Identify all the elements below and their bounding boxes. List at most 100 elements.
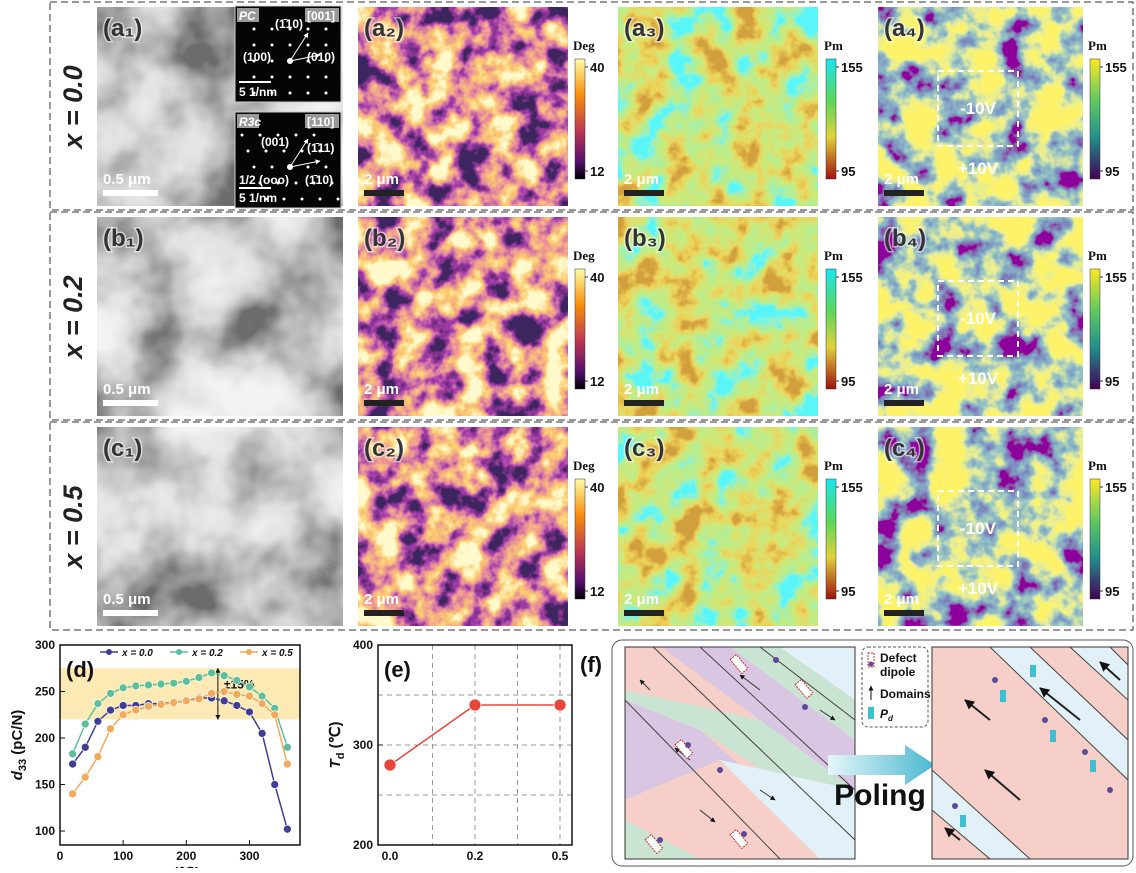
- y-tick-label: 200: [35, 731, 55, 745]
- spot-index: (1̄11): [307, 141, 334, 155]
- scale-bar-label: 0.5 μm: [103, 171, 151, 188]
- scale-bar: [624, 400, 664, 406]
- y-tick-label: 200: [353, 838, 373, 852]
- scale-bar: [103, 610, 158, 616]
- data-point: [258, 700, 266, 708]
- scale-bar: [884, 610, 924, 616]
- colorbar-unit: Pm: [824, 248, 843, 263]
- scale-bar-label: 2 μm: [624, 591, 659, 608]
- scale-bar-label: 0.5 μm: [103, 381, 151, 398]
- scale-bar: [884, 190, 924, 196]
- spot-index: 1/2 (ooo): [239, 173, 289, 187]
- axis-label-sub: 33: [17, 759, 29, 771]
- diffraction-spot: [271, 28, 274, 31]
- diffraction-spot: [289, 92, 292, 95]
- diffraction-spot: [247, 150, 250, 153]
- phase-label: PC: [239, 9, 256, 23]
- colorbar-tick-label: 95: [841, 374, 855, 389]
- legend-text: Defect: [880, 651, 917, 665]
- colorbar-tick-label: 40: [590, 270, 604, 285]
- panel-label: (a₄): [884, 15, 925, 42]
- legend-text: dipole: [880, 665, 916, 679]
- data-point: [119, 684, 127, 692]
- diffraction-spot: [253, 44, 256, 47]
- scale-bar-label: 2 μm: [884, 171, 919, 188]
- data-point: [283, 760, 291, 768]
- spot-index: (1̄10): [275, 17, 303, 31]
- data-point: [271, 781, 279, 789]
- diffraction-spot: [271, 44, 274, 47]
- panel-label: (c₂): [364, 435, 404, 462]
- data-point: [258, 729, 266, 737]
- colorbar-unit: Pm: [1088, 38, 1107, 53]
- diffraction-spot: [319, 198, 322, 201]
- data-point: [469, 699, 481, 711]
- data-point: [157, 701, 165, 709]
- data-point: [233, 701, 241, 709]
- inset-scale: 5 1/nm: [239, 85, 277, 99]
- diffraction-spot: [289, 44, 292, 47]
- data-point: [107, 689, 115, 697]
- legend-text: Domains: [880, 687, 931, 701]
- spot-index: (1̄10): [305, 173, 333, 187]
- data-point: [69, 790, 77, 798]
- diffraction-spot: [325, 44, 328, 47]
- colorbar-unit: Pm: [824, 458, 843, 473]
- diffraction-spot: [307, 76, 310, 79]
- colorbar: [826, 269, 836, 389]
- data-point: [157, 680, 165, 688]
- data-point: [220, 672, 228, 680]
- diffraction-spot: [253, 76, 256, 79]
- panel-label: (b₄): [884, 225, 926, 252]
- diffraction-spot: [307, 44, 310, 47]
- colorbar: [826, 479, 836, 599]
- diffraction-spot: [301, 198, 304, 201]
- colorbar-tick-label: 95: [1105, 164, 1119, 179]
- spot-index: (100): [243, 50, 271, 64]
- legend-marker: [106, 649, 112, 655]
- bias-label: +10V: [958, 579, 999, 598]
- diffraction-spot: [271, 166, 274, 169]
- x-tick-label: 300: [239, 849, 259, 863]
- row-label: x = 0.0: [58, 65, 88, 150]
- y-tick-label: 250: [35, 685, 55, 699]
- colorbar-tick-label: 95: [1105, 584, 1119, 599]
- diffraction-spot: [283, 198, 286, 201]
- y-tick-label: 150: [35, 778, 55, 792]
- x-tick-label: 0.2: [467, 849, 484, 863]
- colorbar: [575, 59, 585, 179]
- data-point: [208, 669, 216, 677]
- x-tick-label: 200: [176, 849, 196, 863]
- data-point: [94, 700, 102, 708]
- panel-label: (b₂): [364, 225, 405, 252]
- scale-bar: [624, 190, 664, 196]
- colorbar: [1090, 59, 1100, 179]
- x-tick-label: 100: [113, 849, 133, 863]
- zone-label: [001]: [307, 9, 335, 23]
- data-point: [233, 676, 241, 684]
- scale-bar-label: 2 μm: [624, 381, 659, 398]
- data-point: [245, 708, 253, 716]
- data-point: [258, 692, 266, 700]
- bias-label: -10V: [960, 519, 997, 538]
- data-point: [81, 743, 89, 751]
- domain-left: [625, 620, 855, 859]
- panel-label: (c₄): [884, 435, 925, 462]
- colorbar-unit: Deg: [573, 248, 595, 263]
- colorbar: [826, 59, 836, 179]
- scale-bar: [103, 190, 158, 196]
- x-tick-label: 0.5: [552, 849, 569, 863]
- scale-bar: [364, 610, 404, 616]
- data-point: [245, 683, 253, 691]
- pd-icon: [868, 707, 874, 719]
- colorbar-tick-label: 155: [1105, 480, 1127, 495]
- data-point: [271, 711, 279, 719]
- x-tick-label: 0: [57, 849, 64, 863]
- data-point: [94, 717, 102, 725]
- colorbar-tick-label: 12: [590, 164, 604, 179]
- panel-label: (e): [384, 657, 411, 682]
- data-point: [208, 689, 216, 697]
- figure: x = 0.0(a₁)0.5 μm(a₂)2 μm(a₃)2 μm(a₄)2 μ…: [0, 0, 1136, 868]
- phase-label: R3c: [239, 115, 261, 129]
- colorbar: [575, 269, 585, 389]
